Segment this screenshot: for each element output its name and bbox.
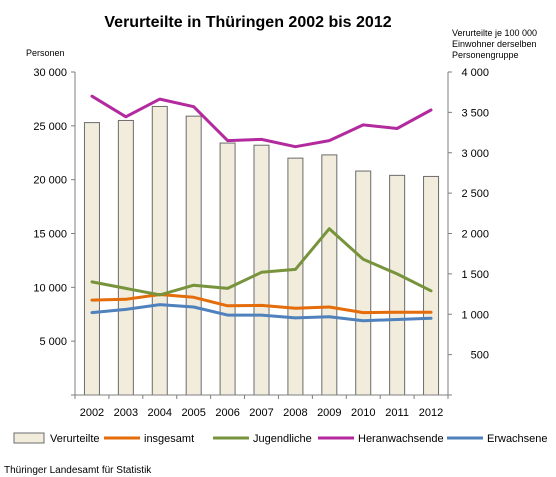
y-tick-label-left: 25 000 [33,121,67,133]
y-tick-label-left: 10 000 [33,282,67,294]
y2-axis-label-line-1: Verurteilte je 100 000 [452,28,537,38]
x-tick-label: 2008 [283,407,307,419]
source-note: Thüringer Landesamt für Statistik [4,465,152,476]
x-tick-label: 2012 [419,407,443,419]
y-tick-label-right: 4 000 [461,67,489,79]
y-tick-label-right: 500 [471,350,489,362]
bar-2007 [253,144,270,396]
y-tick-label-right: 3 500 [461,107,489,119]
bar-2006 [219,142,236,396]
y-tick-label-left: 30 000 [33,67,67,79]
bar-2002 [83,122,100,396]
legend: Verurteilte insgesamt Jugendliche Heranwach… [13,432,548,445]
bar-2009 [321,154,338,396]
series-line-erwachsene [90,303,433,323]
legend-label-heranwachsende: Heranwachsende [358,433,444,445]
bar-2005 [185,115,202,396]
x-tick-label: 2009 [317,407,341,419]
x-tick-label: 2007 [249,407,273,419]
bar-2003 [117,119,134,396]
x-tick-label: 2005 [181,407,205,419]
y2-axis-label-line-2: Einwohner derselben [452,39,537,49]
x-tick-label: 2002 [80,407,104,419]
legend-label-jugendliche: Jugendliche [253,433,312,445]
legend-label-insgesamt: insgesamt [144,433,194,445]
legend-label-erwachsene: Erwachsene [487,433,548,445]
series-line-jugendliche [90,227,433,297]
y-tick-label-right: 1 500 [461,269,489,281]
axes: 5 000 10 000 15 000 20 000 25 000 30 000 500 1 … [33,67,489,419]
y-axis-label: Personen [26,48,65,58]
x-tick-label: 2006 [215,407,239,419]
bar-2010 [355,170,372,396]
y-tick-label-right: 3 000 [461,148,489,160]
y-tick-label-left: 15 000 [33,229,67,241]
y-tick-label-right: 1 000 [461,309,489,321]
y2-axis-label-line-3: Personengruppe [452,50,519,60]
y-tick-label-right: 2 000 [461,229,489,241]
bar-group [83,105,440,396]
chart-title: Verurteilte in Thüringen 2002 bis 2012 [104,14,391,31]
bar-2008 [287,157,304,396]
x-tick-label: 2010 [351,407,375,419]
y-tick-label-left: 5 000 [39,336,67,348]
legend-label-verurteilte: Verurteilte [50,433,100,445]
x-tick-label: 2003 [114,407,138,419]
line-group [90,94,433,323]
x-tick-label: 2011 [385,407,409,419]
y-tick-label-right: 2 500 [461,188,489,200]
series-line-insgesamt [90,293,433,315]
series-line-heranwachsende [90,94,433,149]
bar-2004 [151,105,168,396]
bar-2011 [389,174,406,396]
x-tick-label: 2004 [148,407,172,419]
y-tick-label-left: 20 000 [33,175,67,187]
legend-swatch-verurteilte [13,432,45,444]
bar-2012 [423,175,440,396]
